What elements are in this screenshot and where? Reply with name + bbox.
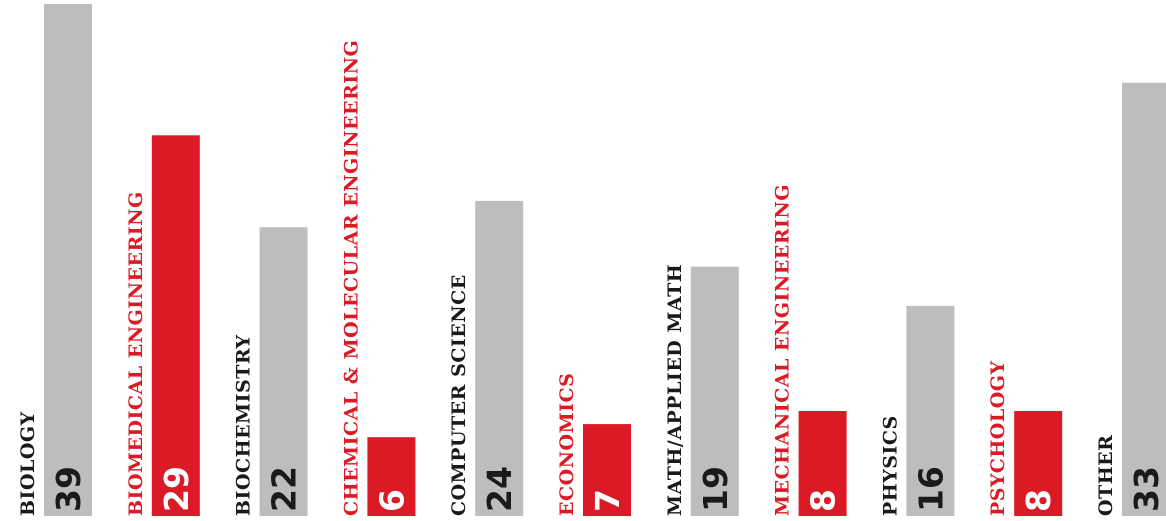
bar-7 xyxy=(798,411,847,516)
value-label-2: 22 xyxy=(265,466,304,512)
bar-5 xyxy=(583,424,631,516)
bar-0 xyxy=(44,4,92,516)
value-label-0: 39 xyxy=(49,466,88,512)
category-label-0: BIOLOGY xyxy=(17,411,39,516)
category-label-9: PSYCHOLOGY xyxy=(987,360,1009,516)
category-label-1: BIOMEDICAL ENGINEERING xyxy=(125,191,147,516)
bar-10 xyxy=(1122,82,1166,517)
category-label-4: COMPUTER SCIENCE xyxy=(448,274,470,516)
bar-8 xyxy=(906,305,955,516)
bar-6 xyxy=(690,266,739,516)
bar-9 xyxy=(1014,411,1063,516)
bar-3 xyxy=(367,437,416,516)
value-label-7: 8 xyxy=(804,489,843,512)
value-label-1: 29 xyxy=(157,466,196,512)
category-label-7: MECHANICAL ENGINEERING xyxy=(772,184,794,516)
value-label-4: 24 xyxy=(480,466,519,512)
category-label-10: OTHER xyxy=(1095,435,1117,516)
bar-4 xyxy=(475,200,524,516)
category-label-6: MATH/APPLIED MATH xyxy=(664,264,686,516)
value-label-6: 19 xyxy=(696,466,735,512)
value-label-9: 8 xyxy=(1019,489,1058,512)
value-label-3: 6 xyxy=(372,489,411,512)
category-label-2: BIOCHEMISTRY xyxy=(233,334,255,516)
category-label-3: CHEMICAL & MOLECULAR ENGINEERING xyxy=(340,40,362,516)
bar-2 xyxy=(259,227,308,516)
value-label-10: 33 xyxy=(1127,466,1166,512)
category-label-5: ECONOMICS xyxy=(556,373,578,516)
value-label-8: 16 xyxy=(911,466,950,512)
value-label-5: 7 xyxy=(588,489,627,512)
bar-1 xyxy=(151,135,200,517)
category-label-8: PHYSICS xyxy=(879,415,901,516)
